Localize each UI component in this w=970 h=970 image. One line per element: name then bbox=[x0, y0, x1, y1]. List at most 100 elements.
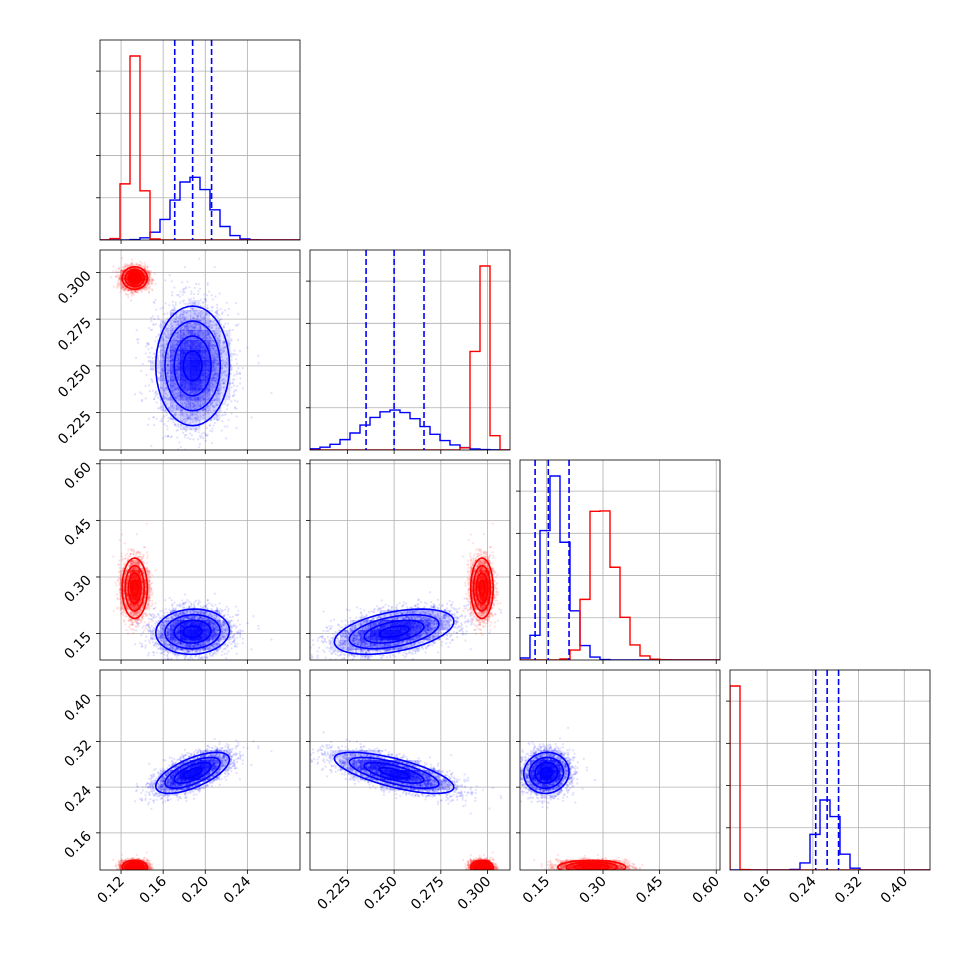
scatter-point bbox=[167, 417, 169, 419]
scatter-point bbox=[235, 302, 237, 304]
scatter-point bbox=[172, 301, 174, 303]
scatter-point bbox=[197, 438, 199, 440]
scatter-point bbox=[166, 312, 168, 314]
scatter-point bbox=[142, 363, 144, 365]
scatter-point bbox=[257, 355, 259, 357]
scatter-point bbox=[148, 291, 150, 293]
scatter-point bbox=[171, 280, 173, 282]
scatter-point bbox=[178, 441, 180, 443]
scatter-point bbox=[234, 399, 236, 401]
scatter-point bbox=[117, 280, 119, 282]
scatter-point bbox=[198, 446, 200, 448]
scatter-point bbox=[155, 336, 157, 338]
scatter-point bbox=[236, 415, 238, 417]
scatter-point bbox=[150, 378, 152, 380]
scatter-point bbox=[233, 378, 235, 380]
x-tick-label: 0.32 bbox=[832, 874, 865, 907]
scatter-point bbox=[119, 291, 121, 293]
scatter-point bbox=[235, 358, 237, 360]
scatter-point bbox=[221, 430, 223, 432]
scatter-point bbox=[141, 393, 143, 395]
scatter-point bbox=[162, 307, 164, 309]
scatter-point bbox=[234, 407, 236, 409]
scatter-point bbox=[230, 400, 232, 402]
scatter-point bbox=[175, 304, 177, 306]
scatter-point bbox=[228, 419, 230, 421]
scatter-point bbox=[113, 285, 115, 287]
scatter-point bbox=[198, 431, 200, 433]
scatter-point bbox=[164, 279, 166, 281]
y-tick-label: 0.250 bbox=[55, 361, 95, 401]
scatter-point bbox=[179, 291, 181, 293]
scatter-point bbox=[239, 377, 241, 379]
scatter-point bbox=[184, 436, 186, 438]
scatter-point bbox=[139, 261, 141, 263]
scatter-point bbox=[211, 310, 213, 312]
scatter-point bbox=[122, 266, 124, 268]
scatter-point bbox=[228, 308, 230, 310]
marginal-panel-3 bbox=[516, 460, 720, 664]
scatter-point bbox=[236, 370, 238, 372]
scatter-point bbox=[156, 418, 158, 420]
scatter-point bbox=[233, 350, 235, 352]
scatter-point bbox=[211, 430, 213, 432]
scatter-point bbox=[145, 352, 147, 354]
scatter-point bbox=[167, 420, 169, 422]
red-histogram bbox=[730, 686, 930, 870]
scatter-point bbox=[236, 362, 238, 364]
y-tick-label: 0.225 bbox=[55, 408, 95, 448]
scatter-point bbox=[179, 296, 181, 298]
scatter-point bbox=[199, 435, 201, 437]
scatter-point bbox=[151, 329, 153, 331]
scatter-point bbox=[184, 434, 186, 436]
scatter-point bbox=[236, 400, 238, 402]
scatter-point bbox=[137, 342, 139, 344]
scatter-point bbox=[158, 370, 160, 372]
scatter-point bbox=[178, 426, 180, 428]
scatter-point bbox=[112, 265, 114, 267]
scatter-point bbox=[191, 434, 193, 436]
scatter-point bbox=[117, 271, 119, 273]
marginal-panel-1 bbox=[96, 40, 300, 244]
scatter-point bbox=[236, 354, 238, 356]
scatter-point bbox=[223, 325, 225, 327]
scatter-point bbox=[206, 427, 208, 429]
scatter-point bbox=[147, 348, 149, 350]
scatter-point bbox=[110, 276, 112, 278]
scatter-point bbox=[115, 275, 117, 277]
scatter-point bbox=[185, 430, 187, 432]
scatter-point bbox=[202, 437, 204, 439]
scatter-point bbox=[224, 426, 226, 428]
scatter-point bbox=[242, 367, 244, 369]
scatter-point bbox=[155, 283, 157, 285]
marginal-panel-2 bbox=[306, 250, 510, 454]
scatter-point bbox=[176, 425, 178, 427]
scatter-point bbox=[166, 414, 168, 416]
scatter-point bbox=[145, 374, 147, 376]
scatter-point bbox=[162, 437, 164, 439]
scatter-point bbox=[124, 266, 126, 268]
scatter-point bbox=[177, 423, 179, 425]
scatter-point bbox=[164, 435, 166, 437]
scatter-point bbox=[234, 389, 236, 391]
scatter-point bbox=[172, 304, 174, 306]
scatter-point bbox=[155, 390, 157, 392]
scatter-point bbox=[185, 303, 187, 305]
scatter-point bbox=[116, 284, 118, 286]
scatter-point bbox=[203, 305, 205, 307]
scatter-point bbox=[223, 414, 225, 416]
scatter-point bbox=[155, 323, 157, 325]
scatter-point bbox=[250, 416, 252, 418]
scatter-point bbox=[194, 287, 196, 289]
scatter-point bbox=[141, 262, 143, 264]
blue-histogram bbox=[100, 177, 300, 240]
scatter-point bbox=[202, 302, 204, 304]
scatter-point bbox=[217, 317, 219, 319]
scatter-point bbox=[198, 283, 200, 285]
scatter-point bbox=[205, 300, 207, 302]
scatter-point bbox=[136, 263, 138, 265]
scatter-point bbox=[222, 311, 224, 313]
scatter-point bbox=[183, 303, 185, 305]
scatter-point bbox=[131, 259, 133, 261]
scatter-point bbox=[226, 425, 228, 427]
